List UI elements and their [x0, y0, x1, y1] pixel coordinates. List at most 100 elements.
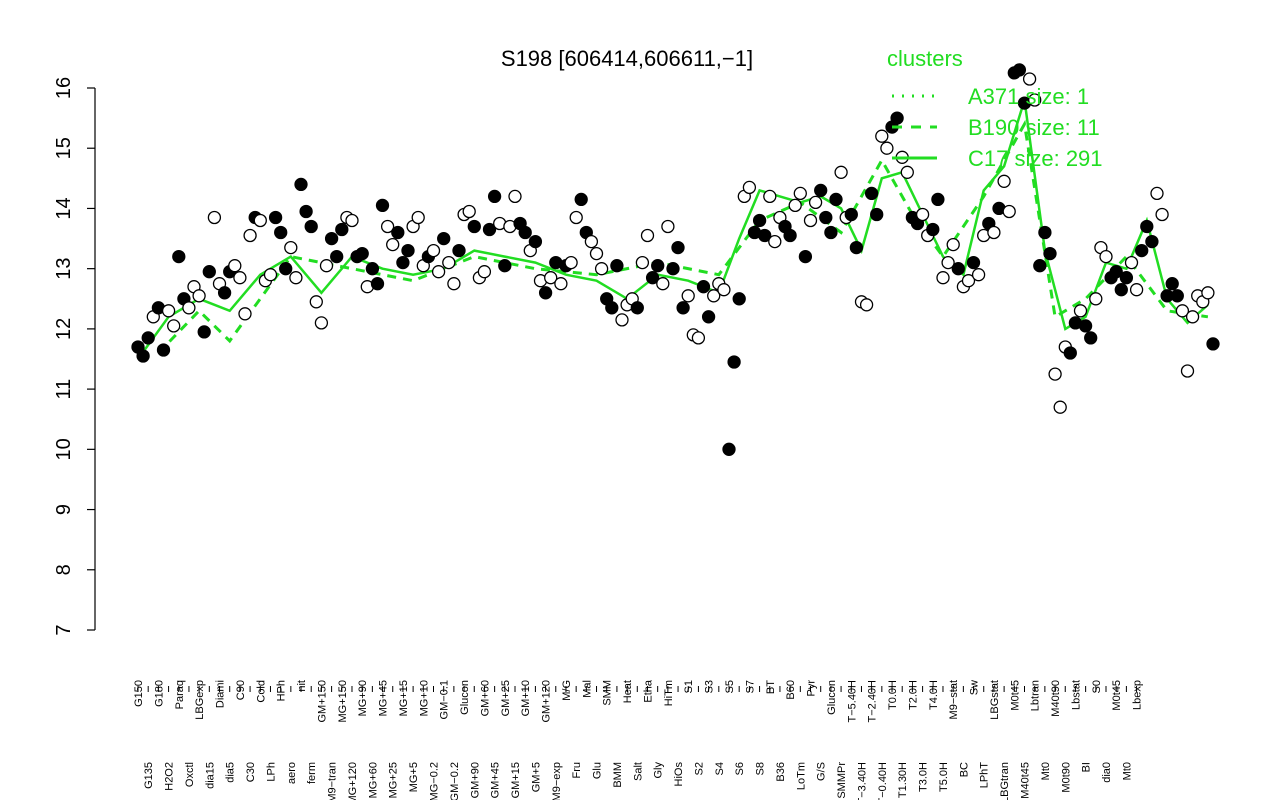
x-tick-label: LBGexp	[194, 680, 206, 720]
x-tick-label: BT	[765, 680, 777, 694]
x-tick-label: T−3.40H	[857, 762, 869, 800]
x-tick-label: LBGtran	[999, 762, 1011, 800]
data-point	[538, 286, 553, 300]
data-point	[554, 277, 568, 291]
x-tick-label: MG+25	[388, 762, 400, 798]
x-tick-label: C30	[245, 762, 257, 782]
data-point	[1109, 265, 1123, 279]
x-tick-label: M/G	[561, 680, 573, 701]
x-tick-label: Lbexp	[1132, 680, 1144, 710]
data-point	[584, 234, 599, 249]
data-point	[941, 255, 955, 270]
data-point	[569, 210, 583, 225]
data-point	[717, 283, 731, 297]
x-tick-label: SMM	[602, 680, 614, 706]
data-point	[875, 129, 889, 143]
x-tick-label: T−2.40H	[867, 680, 879, 723]
data-point	[253, 213, 267, 228]
data-point	[1048, 367, 1062, 381]
data-point	[961, 274, 976, 288]
data-point	[487, 189, 502, 204]
data-point	[477, 265, 492, 279]
data-point	[284, 240, 298, 255]
data-point	[814, 183, 828, 198]
data-point	[197, 325, 211, 339]
data-point	[564, 255, 578, 270]
x-tick-label: C90	[235, 680, 247, 700]
data-point	[462, 204, 476, 219]
x-tick-label: dia15	[204, 762, 216, 789]
x-tick-label: GM+15	[510, 762, 522, 798]
data-point	[640, 228, 655, 243]
data-point	[1038, 225, 1052, 240]
data-point	[1043, 246, 1057, 261]
data-point	[798, 249, 813, 264]
data-point	[732, 292, 746, 306]
x-tick-label: GM+120	[541, 680, 553, 723]
x-tick-label: MG−0.2	[429, 762, 441, 800]
data-point	[1119, 271, 1134, 285]
data-point	[864, 186, 879, 201]
data-point	[594, 262, 609, 276]
x-tick-label: Glucon	[826, 680, 838, 715]
x-tick-label: LoTm	[795, 762, 807, 790]
x-tick-label: LPhT	[979, 762, 991, 789]
data-point	[233, 271, 247, 285]
data-point	[722, 442, 736, 456]
data-point	[1073, 304, 1088, 318]
data-point	[380, 219, 395, 234]
x-tick-label: ferm	[306, 762, 318, 784]
data-point	[671, 240, 685, 255]
data-point	[452, 243, 466, 258]
x-tick-label: BMM	[612, 762, 624, 788]
data-point	[696, 280, 711, 294]
y-tick-label: 10	[53, 438, 75, 460]
data-point	[228, 259, 242, 273]
data-point	[1150, 186, 1164, 201]
y-tick-label: 12	[53, 318, 75, 340]
data-point	[1002, 204, 1016, 219]
data-point	[666, 262, 680, 276]
x-tick-label: Fru	[571, 762, 583, 779]
y-tick-label: 16	[53, 77, 75, 99]
data-point	[1175, 304, 1190, 318]
y-tick-label: 9	[53, 504, 75, 515]
legend-label-1: B190 size: 11	[968, 115, 1100, 140]
chart-title: S198 [606414,606611,−1]	[501, 46, 753, 71]
y-tick-label: 11	[53, 379, 75, 400]
data-point	[544, 271, 558, 285]
y-tick-label: 14	[53, 197, 75, 219]
data-point	[1022, 72, 1037, 86]
x-tick-label: G/S	[816, 762, 828, 781]
x-tick-label: T5.0H	[938, 762, 950, 792]
data-point	[508, 189, 522, 204]
x-tick-label: M0t45	[1009, 680, 1021, 711]
x-tick-label: Mt0	[1121, 762, 1133, 780]
data-point	[589, 246, 604, 261]
x-tick-label: LBGstat	[989, 680, 1001, 720]
data-point	[437, 231, 451, 246]
data-point	[1078, 319, 1093, 333]
data-point	[859, 298, 874, 312]
data-point	[849, 240, 864, 255]
data-point	[676, 301, 690, 315]
data-point	[482, 222, 497, 237]
data-point	[314, 316, 329, 330]
data-point	[202, 265, 216, 279]
data-point	[707, 289, 721, 303]
x-tick-label: Paraq	[174, 680, 186, 709]
x-tick-label: GM+90	[469, 762, 481, 798]
x-tick-label: BC	[958, 762, 970, 777]
x-tick-label: MG+15	[398, 680, 410, 716]
axes: 7 8 9 10 11 12 13 14 15 16 G150 G135 G180 H2O2 Paraq Ox…	[53, 77, 1144, 800]
x-tick-label: GM+5	[530, 762, 542, 792]
x-tick-label: S8	[755, 762, 767, 775]
x-tick-label: M9−tran	[327, 762, 339, 800]
data-point	[890, 111, 904, 125]
x-tick-label: T−0.40H	[877, 762, 889, 800]
x-tick-label: M9−stat	[948, 680, 960, 719]
data-point	[1155, 207, 1169, 222]
x-tick-label: G150	[133, 680, 145, 707]
x-tick-label: MG+10	[418, 680, 430, 716]
data-point	[217, 286, 232, 300]
